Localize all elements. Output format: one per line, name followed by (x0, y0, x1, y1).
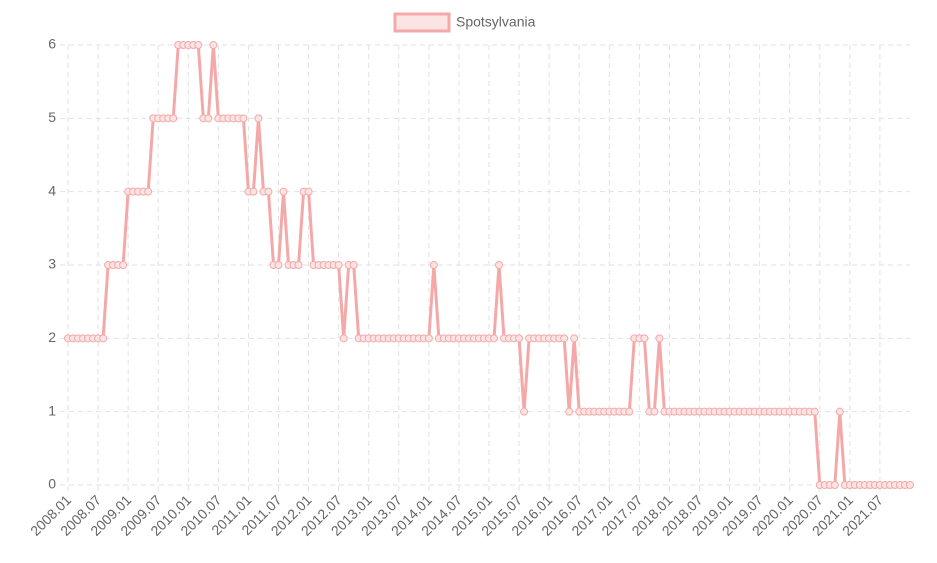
point (99, 334, 108, 343)
point (906, 481, 914, 489)
point (204, 114, 213, 123)
point (264, 187, 273, 196)
point (304, 187, 313, 196)
point (560, 334, 569, 343)
point (570, 334, 579, 343)
point (640, 334, 649, 343)
point (334, 261, 343, 269)
point (144, 187, 153, 196)
point (429, 261, 438, 269)
legend-swatch (393, 12, 451, 33)
point (650, 407, 659, 416)
point (279, 187, 288, 196)
point (424, 334, 433, 343)
point (495, 261, 504, 269)
point (655, 334, 664, 343)
point (194, 41, 203, 49)
y-tick-label: 2 (48, 329, 56, 345)
point (254, 114, 263, 123)
point (515, 334, 524, 343)
point (349, 261, 358, 269)
point (209, 41, 218, 49)
y-tick-label: 3 (48, 256, 56, 272)
y-tick-label: 6 (48, 36, 56, 52)
point (835, 407, 844, 416)
point (565, 407, 574, 416)
point (810, 407, 819, 416)
point (625, 407, 634, 416)
legend-label: Spotsylvania (456, 14, 536, 30)
y-tick-label: 1 (48, 402, 56, 418)
point (294, 261, 303, 269)
point (520, 407, 529, 416)
point (119, 261, 128, 269)
point (169, 114, 178, 123)
point (490, 334, 499, 343)
point (249, 187, 258, 196)
y-tick-label: 4 (48, 182, 56, 198)
point (339, 334, 348, 343)
point (274, 261, 283, 269)
y-tick-label: 0 (48, 476, 56, 492)
point (239, 114, 248, 123)
y-tick-label: 5 (48, 109, 56, 125)
point (830, 481, 839, 489)
